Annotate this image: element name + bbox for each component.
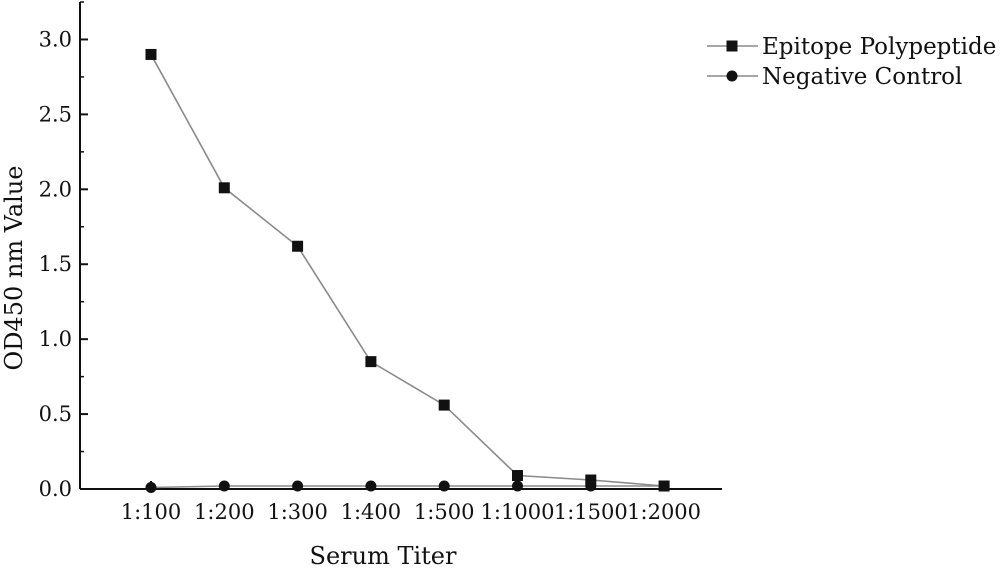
x-axis-ticks: 1:100 1:200 1:300 1:400 1:500 1:1000 1:1500 1:2… — [121, 481, 701, 524]
x-axis-title: Serum Titer — [310, 542, 457, 570]
legend-item: Epitope Polypeptide — [707, 34, 996, 60]
data-point-circle — [585, 480, 597, 492]
data-point-circle — [145, 482, 157, 494]
data-point-circle — [658, 480, 670, 492]
x-tick-label: 1:1000 — [481, 500, 555, 524]
data-point-square — [438, 399, 450, 411]
x-tick-label: 1:400 — [341, 500, 402, 524]
x-tick-label: 1:200 — [194, 500, 255, 524]
y-tick-label: 0.5 — [39, 402, 72, 426]
y-tick-label: 1.5 — [39, 252, 72, 276]
x-tick-label: 1:500 — [414, 500, 475, 524]
axes — [79, 2, 722, 490]
x-tick-label: 1:2000 — [627, 500, 701, 524]
legend-item: Negative Control — [707, 64, 962, 90]
series-1 — [145, 48, 670, 492]
x-tick-label: 1:300 — [267, 500, 328, 524]
y-axis-title: OD450 nm Value — [0, 166, 28, 371]
data-point-square — [218, 182, 230, 194]
series-2 — [145, 480, 670, 494]
x-tick-label: 1:1500 — [554, 500, 628, 524]
x-tick-label: 1:100 — [121, 500, 182, 524]
legend-marker-circle — [726, 70, 738, 82]
series-line — [150, 485, 665, 489]
series-line — [150, 54, 665, 487]
y-tick-label: 2.0 — [39, 177, 72, 201]
data-point-circle — [365, 480, 377, 492]
data-point-circle — [292, 480, 304, 492]
legend-label: Negative Control — [762, 64, 962, 90]
data-point-square — [512, 470, 523, 482]
legend: Epitope Polypeptide Negative Control — [707, 34, 996, 90]
data-point-square — [585, 474, 597, 486]
y-tick-label: 0.0 — [39, 477, 72, 501]
y-axis-ticks: 0.0 0.5 1.0 1.5 2.0 2.5 3.0 — [39, 1, 88, 501]
data-point-square — [145, 48, 157, 60]
legend-marker-square — [726, 40, 738, 52]
y-tick-label: 2.5 — [39, 102, 72, 126]
data-point-square — [292, 240, 304, 252]
series-layer — [145, 48, 670, 494]
data-point-circle — [438, 480, 450, 492]
y-tick-label: 1.0 — [39, 327, 72, 351]
data-point-circle — [512, 480, 523, 492]
data-point-square — [365, 356, 377, 368]
legend-label: Epitope Polypeptide — [762, 34, 996, 60]
data-point-circle — [218, 480, 230, 492]
y-tick-label: 3.0 — [39, 27, 72, 51]
